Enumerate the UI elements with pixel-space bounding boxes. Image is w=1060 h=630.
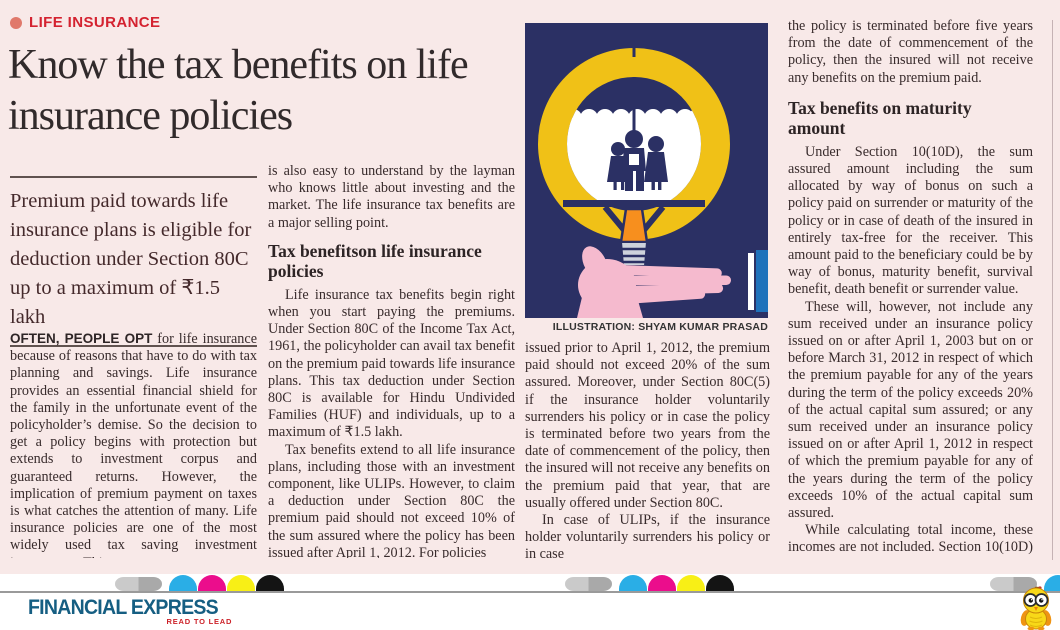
- paragraph: OFTEN, PEOPLE OPT for life insurance bec…: [10, 330, 257, 558]
- article-headline: Know the tax benefits on life insurance …: [8, 42, 469, 139]
- brand-tagline: READ TO LEAD: [166, 617, 233, 626]
- yellow-mark-icon: [677, 575, 705, 591]
- lead-in: OFTEN, PEOPLE OPT: [10, 331, 153, 346]
- edition-meta: Mon, 14 October 2019 epaper.financialexp…: [185, 594, 493, 630]
- magenta-mark-icon: [648, 575, 676, 591]
- registration-pill-icon: [565, 577, 612, 591]
- article-column-3: issued prior to April 1, 2012, the premi…: [525, 340, 770, 558]
- owl-mascot-logo: [1020, 586, 1052, 630]
- article-column-2: is also easy to understand by the layman…: [268, 163, 515, 558]
- print-registration-marks-center: [565, 575, 735, 591]
- kicker-label: LIFE INSURANCE: [29, 14, 161, 31]
- paragraph: the policy is terminated before five yea…: [788, 18, 1033, 86]
- paragraph: These will, however, not include any sum…: [788, 298, 1033, 522]
- paragraph: Life insurance tax benefits begin right …: [268, 286, 515, 441]
- illustration-bulb-family-hand: [525, 23, 768, 318]
- paragraph: is also easy to understand by the layman…: [268, 163, 515, 231]
- article-column-1: OFTEN, PEOPLE OPT for life insurance bec…: [10, 330, 257, 558]
- brand-wordmark: FINANCIAL EXPRESS: [28, 596, 219, 619]
- black-mark-icon: [256, 575, 284, 591]
- article-life-insurance: LIFE INSURANCE Know the tax benefits on …: [0, 0, 1060, 574]
- kicker-dot-icon: [10, 16, 22, 29]
- subheading-tax-benefits-policies: Tax benefitson life insurance policies: [268, 240, 482, 281]
- illustration-caption: ILLUSTRATION: SHYAM KUMAR PRASAD: [552, 321, 768, 333]
- section-kicker: LIFE INSURANCE: [10, 14, 160, 31]
- paragraph: Under Section 10(10D), the sum assured a…: [788, 143, 1033, 298]
- yellow-mark-icon: [227, 575, 255, 591]
- illustration-svg: [525, 23, 768, 318]
- epaper-footer-bar: FINANCIAL EXPRESS READ TO LEAD Mon, 14 O…: [0, 586, 1060, 630]
- print-registration-marks-left: [115, 575, 285, 591]
- paragraph: issued prior to April 1, 2012, the premi…: [525, 340, 770, 511]
- standfirst: Premium paid towards life insurance plan…: [10, 176, 257, 347]
- subheading-tax-benefits-maturity: Tax benefits on maturity amount: [788, 97, 972, 138]
- paragraph: While calculating total income, these in…: [788, 522, 1033, 558]
- column-rule: [1052, 20, 1053, 560]
- cyan-mark-icon: [619, 575, 647, 591]
- paragraph-text: for life insurance because of reasons th…: [10, 331, 257, 558]
- magenta-mark-icon: [198, 575, 226, 591]
- registration-pill-icon: [990, 577, 1037, 591]
- financial-express-logo[interactable]: FINANCIAL EXPRESS READ TO LEAD: [28, 596, 232, 626]
- print-registration-marks-right: [990, 575, 1060, 591]
- article-column-4: the policy is terminated before five yea…: [788, 18, 1033, 558]
- press-strip: [0, 574, 1060, 591]
- black-mark-icon: [706, 575, 734, 591]
- cyan-mark-icon: [169, 575, 197, 591]
- registration-pill-icon: [115, 577, 162, 591]
- cyan-mark-icon: [1044, 575, 1060, 591]
- paragraph: Tax benefits extend to all life insuranc…: [268, 441, 515, 558]
- paragraph: In case of ULIPs, if the insurance holde…: [525, 512, 770, 558]
